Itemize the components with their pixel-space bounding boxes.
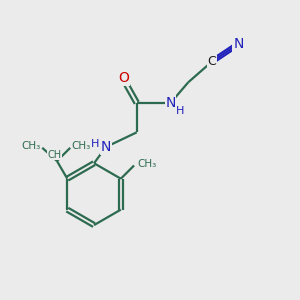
Text: CH₃: CH₃ [137, 159, 156, 169]
Text: H: H [176, 106, 184, 116]
Text: O: O [118, 71, 129, 85]
Text: CH₃: CH₃ [72, 141, 91, 151]
Text: N: N [165, 96, 176, 110]
Text: H: H [91, 139, 99, 148]
Text: CH₃: CH₃ [22, 141, 41, 151]
Text: N: N [100, 140, 111, 154]
Text: N: N [233, 37, 244, 51]
Text: CH: CH [48, 150, 62, 160]
Text: C: C [208, 55, 216, 68]
